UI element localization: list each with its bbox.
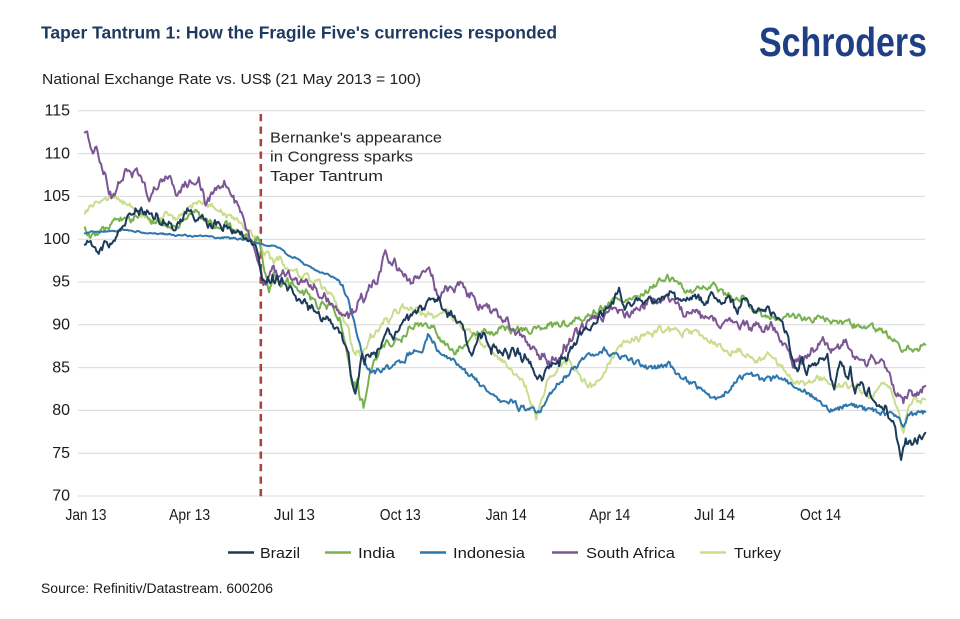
svg-text:Indonesia: Indonesia [453, 545, 526, 562]
svg-text:90: 90 [52, 317, 70, 334]
svg-text:Jul 14: Jul 14 [694, 507, 735, 524]
svg-text:75: 75 [52, 445, 70, 462]
svg-text:Turkey: Turkey [734, 545, 782, 562]
svg-text:Jul 13: Jul 13 [274, 507, 315, 524]
svg-text:Brazil: Brazil [260, 545, 300, 562]
svg-text:Schroders: Schroders [759, 19, 927, 65]
svg-text:in Congress sparks: in Congress sparks [270, 149, 413, 166]
svg-text:National Exchange Rate vs. US$: National Exchange Rate vs. US$ (21 May 2… [42, 71, 421, 88]
svg-text:South Africa: South Africa [586, 545, 676, 562]
svg-text:Jan 13: Jan 13 [66, 507, 107, 524]
svg-text:100: 100 [43, 231, 70, 248]
svg-text:85: 85 [52, 359, 70, 376]
svg-text:Taper Tantrum 1: How the Fragi: Taper Tantrum 1: How the Fragile Five's … [41, 23, 557, 43]
svg-text:115: 115 [44, 103, 70, 120]
svg-text:Apr 13: Apr 13 [169, 507, 210, 524]
svg-text:Oct 14: Oct 14 [800, 507, 841, 524]
svg-text:Taper Tantrum: Taper Tantrum [270, 168, 383, 185]
svg-text:Apr 14: Apr 14 [589, 507, 630, 524]
svg-text:105: 105 [43, 188, 70, 205]
svg-text:70: 70 [52, 488, 70, 505]
svg-text:India: India [358, 545, 396, 562]
svg-text:80: 80 [52, 402, 70, 419]
svg-text:Source: Refinitiv/Datastream.: Source: Refinitiv/Datastream. 600206 [41, 581, 273, 596]
svg-text:Oct 13: Oct 13 [380, 507, 421, 524]
svg-text:95: 95 [52, 274, 70, 291]
svg-text:Jan 14: Jan 14 [486, 507, 527, 524]
svg-text:110: 110 [44, 145, 70, 162]
svg-text:Bernanke's appearance: Bernanke's appearance [270, 130, 442, 147]
